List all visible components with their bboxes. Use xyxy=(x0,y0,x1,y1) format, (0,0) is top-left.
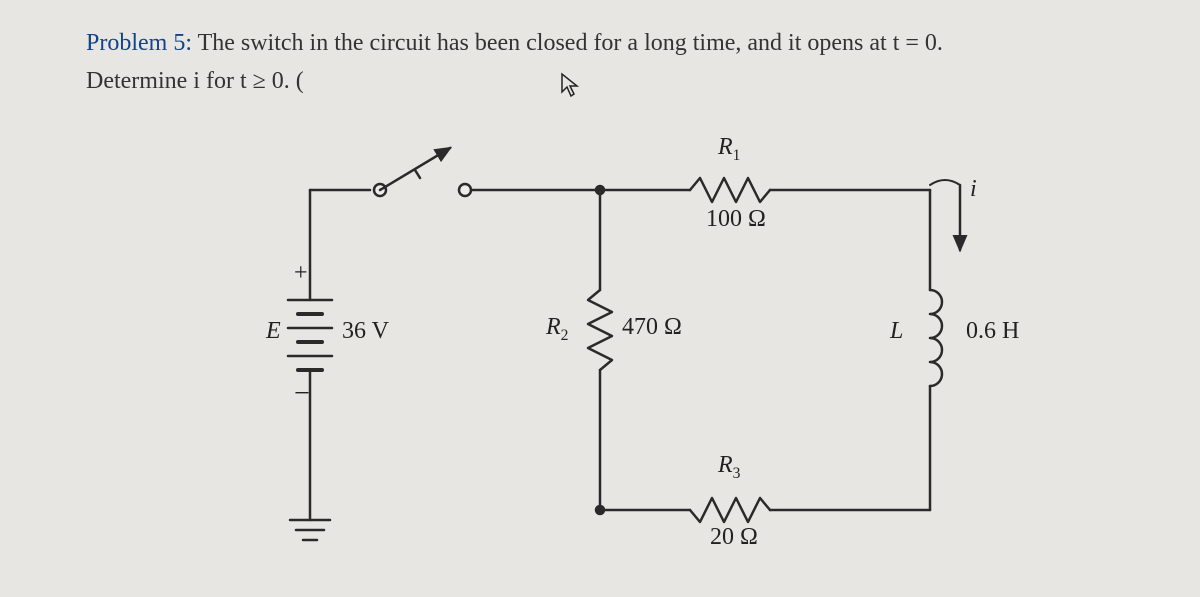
l-name: L xyxy=(890,318,903,344)
current-label: i xyxy=(970,176,977,203)
page: Problem 5: The switch in the circuit has… xyxy=(0,0,1200,597)
inductor-value: 0.6 H xyxy=(966,318,1019,345)
r1-sub: 1 xyxy=(733,147,741,164)
r1-name: R xyxy=(718,134,733,160)
r3-value: 20 Ω xyxy=(710,524,758,551)
circuit-diagram: E 36 V + − R1 100 Ω R2 470 Ω R3 20 Ω L 0… xyxy=(270,130,1090,570)
r3-name: R xyxy=(718,452,733,478)
source-label: E xyxy=(266,318,281,345)
cursor-icon xyxy=(560,72,580,104)
polarity-pos: + xyxy=(294,260,308,287)
r2-sub: 2 xyxy=(561,327,569,344)
r3-label: R3 xyxy=(718,452,740,483)
r3-sub: 3 xyxy=(733,465,741,482)
polarity-neg: − xyxy=(294,378,310,410)
problem-body: The switch in the circuit has been close… xyxy=(192,30,943,56)
problem-line2: Determine i for t ≥ 0. ( xyxy=(86,68,304,94)
r1-value: 100 Ω xyxy=(706,206,766,233)
r2-value: 470 Ω xyxy=(622,314,682,341)
r2-name: R xyxy=(546,314,561,340)
inductor-label: L xyxy=(890,318,903,345)
r2-label: R2 xyxy=(546,314,568,345)
r1-label: R1 xyxy=(718,134,740,165)
source-name: E xyxy=(266,318,281,344)
source-value: 36 V xyxy=(342,318,389,345)
problem-statement: Problem 5: The switch in the circuit has… xyxy=(86,24,943,101)
problem-prefix: Problem 5: xyxy=(86,30,192,56)
i-name: i xyxy=(970,176,977,202)
